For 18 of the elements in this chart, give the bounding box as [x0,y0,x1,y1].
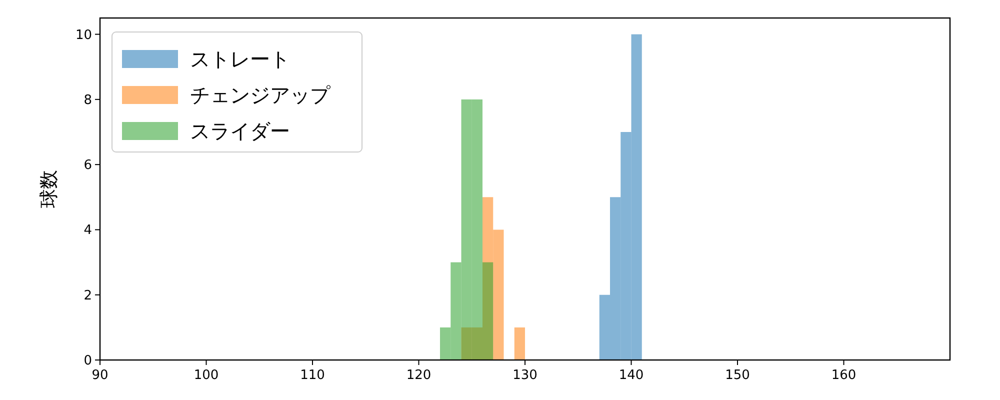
y-tick-label: 4 [84,223,92,238]
y-tick-label: 8 [84,92,92,108]
x-tick-label: 130 [512,368,538,383]
legend-label: スライダー [190,119,290,143]
x-tick-label: 100 [194,368,219,383]
y-tick-label: 10 [75,28,92,43]
x-tick-label: 150 [725,368,750,383]
x-tick-label: 140 [618,368,644,383]
legend-label: チェンジアップ [190,83,331,107]
x-tick-label: 160 [831,368,856,383]
x-tick-label: 120 [406,368,432,383]
x-tick-label: 110 [300,368,325,383]
legend-label: ストレート [190,47,290,71]
y-tick-label: 0 [84,354,92,368]
x-tick-label: 90 [92,368,108,383]
y-tick-label: 2 [84,288,92,304]
y-tick-label: 6 [84,158,92,174]
y-axis-title: 球数 [38,170,60,208]
